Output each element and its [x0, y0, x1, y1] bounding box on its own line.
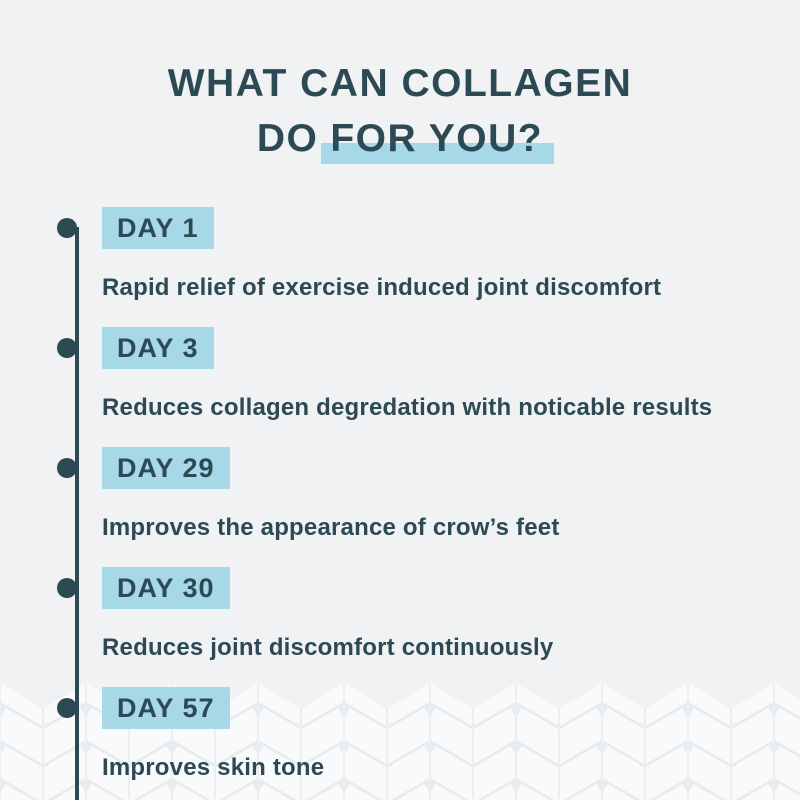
day-badge: DAY 57	[102, 687, 230, 729]
title-line-2-highlighted: FOR YOU?	[330, 117, 544, 160]
timeline-dot	[57, 338, 77, 358]
timeline-dot	[57, 218, 77, 238]
title-line-2-plain: DO	[256, 117, 319, 160]
day-badge: DAY 3	[102, 327, 214, 369]
timeline-dot	[57, 698, 77, 718]
day-benefit: Reduces collagen degredation with notica…	[102, 394, 713, 421]
timeline-item-day-3: DAY 3 Reduces collagen degredation with …	[57, 327, 713, 423]
timeline-dot	[57, 458, 77, 478]
day-badge: DAY 1	[102, 207, 214, 249]
timeline-item-day-57: DAY 57 Improves skin tone	[57, 687, 325, 783]
title-line-1: WHAT CAN COLLAGEN	[167, 62, 633, 105]
day-badge: DAY 30	[102, 567, 230, 609]
timeline-item-day-30: DAY 30 Reduces joint discomfort continuo…	[57, 567, 554, 663]
timeline-item-day-1: DAY 1 Rapid relief of exercise induced j…	[57, 207, 662, 303]
page-title: WHAT CAN COLLAGEN DO FOR YOU?	[0, 56, 800, 166]
day-benefit: Rapid relief of exercise induced joint d…	[102, 274, 662, 301]
timeline-line	[75, 227, 79, 800]
day-badge: DAY 29	[102, 447, 230, 489]
timeline-dot	[57, 578, 77, 598]
title-line-2: DO FOR YOU?	[0, 111, 800, 166]
day-benefit: Improves the appearance of crow’s feet	[102, 514, 560, 541]
timeline-item-day-29: DAY 29 Improves the appearance of crow’s…	[57, 447, 560, 543]
day-benefit: Improves skin tone	[102, 754, 325, 781]
day-benefit: Reduces joint discomfort continuously	[102, 634, 554, 661]
